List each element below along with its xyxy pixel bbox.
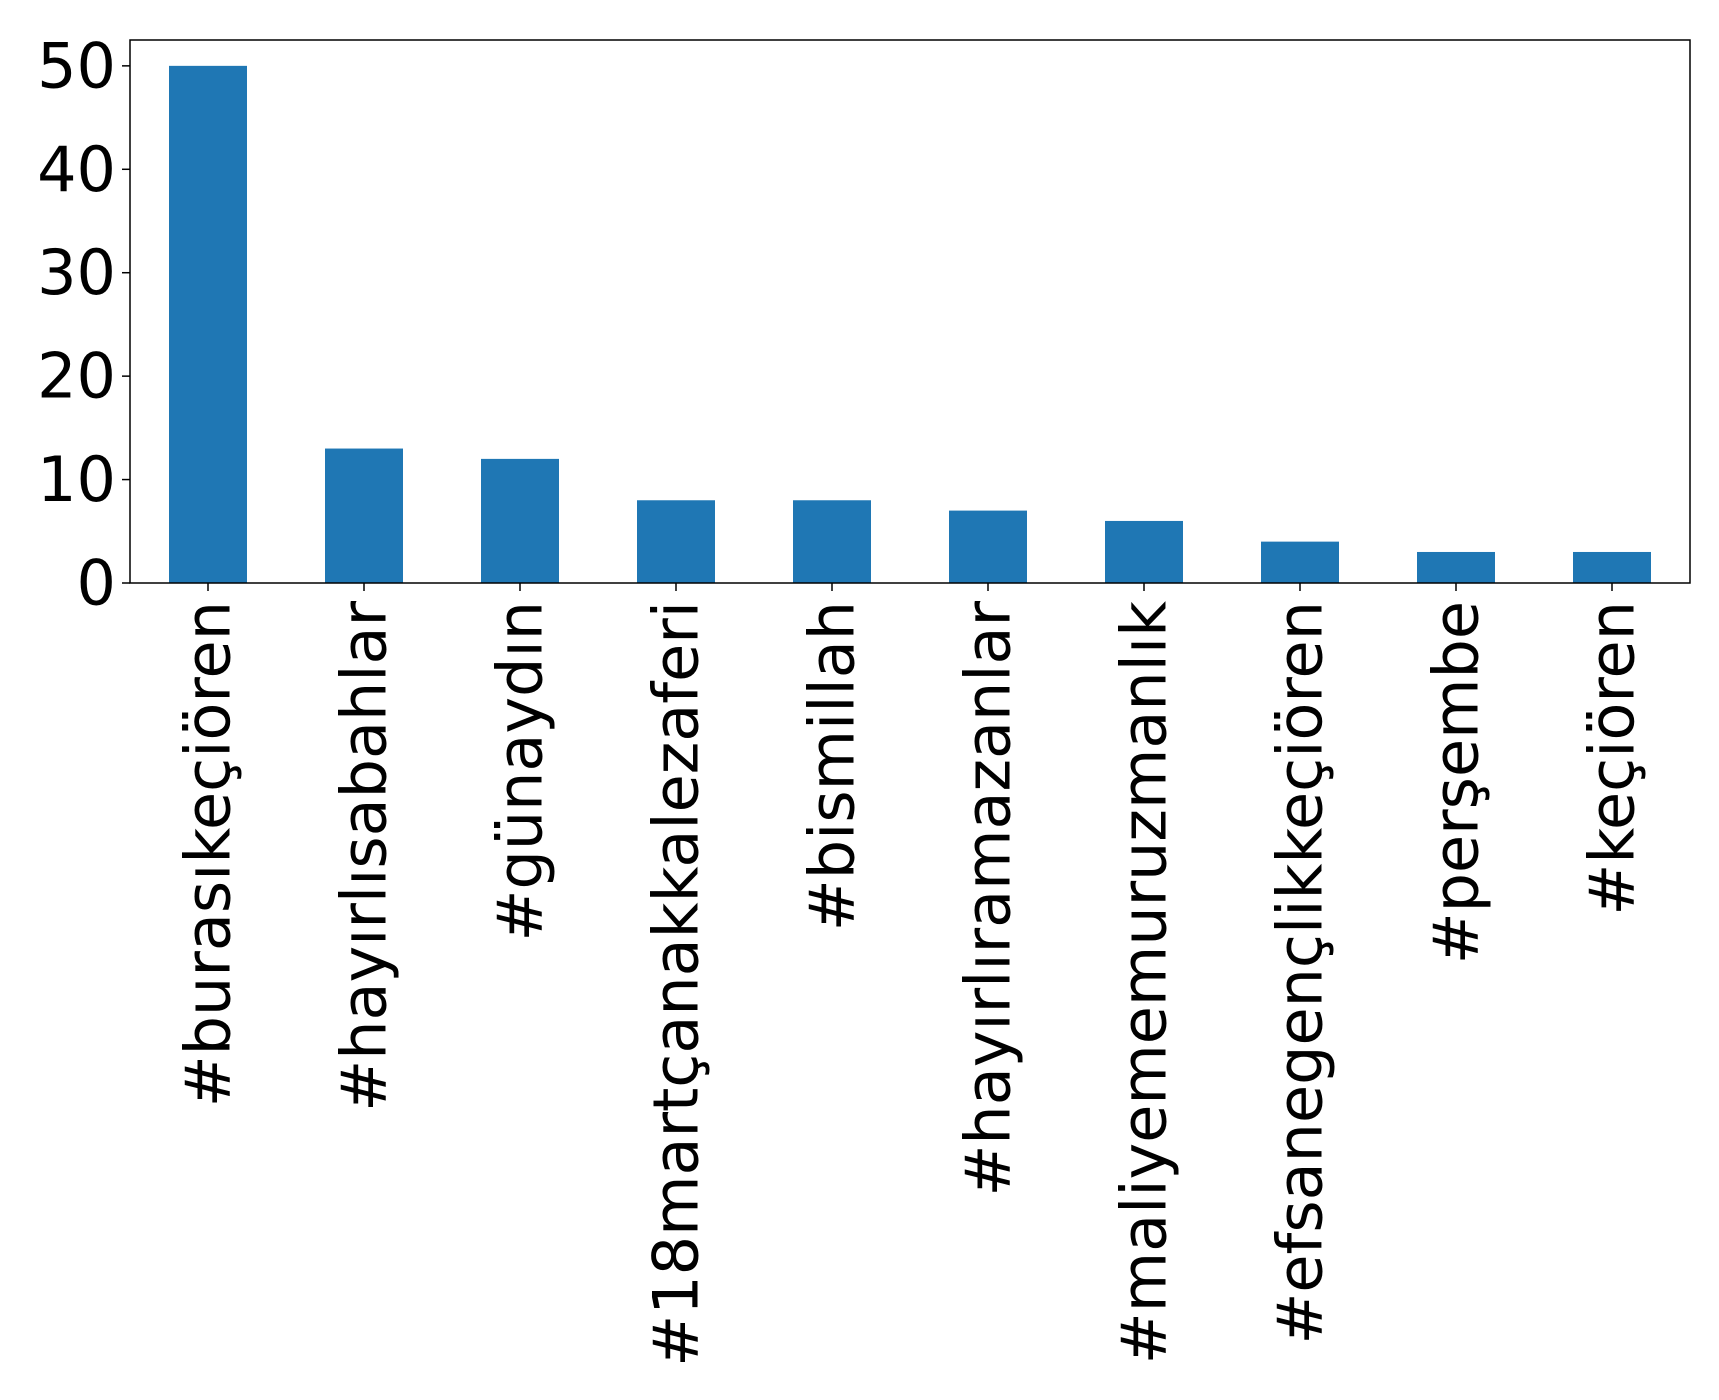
- bar: [1105, 520, 1183, 583]
- bar: [1417, 551, 1495, 583]
- bar: [637, 500, 715, 583]
- x-tick-label: #18martçanakkalezaferi: [640, 601, 713, 1367]
- x-tick-label: #burasıkeçiören: [172, 601, 245, 1107]
- x-tick-label: #perşembe: [1420, 601, 1493, 964]
- x-tick-label: #maliyememuruzmanlık: [1108, 601, 1181, 1364]
- y-tick-label: 20: [37, 340, 116, 413]
- bar: [1573, 551, 1651, 583]
- x-axis: #burasıkeçiören #hayırlısabahlar #günaydın…: [172, 583, 1649, 1367]
- bar: [949, 510, 1027, 583]
- bars-group: [169, 65, 1651, 584]
- x-tick-label: #keçiören: [1576, 601, 1649, 916]
- y-tick-label: 50: [37, 29, 116, 102]
- y-tick-label: 0: [77, 547, 116, 620]
- bar: [325, 448, 403, 583]
- bar: [169, 65, 247, 584]
- bar: [1261, 541, 1339, 583]
- y-axis: 0 10 20 30 40 50: [37, 29, 130, 620]
- bar: [481, 458, 559, 583]
- bar: [793, 500, 871, 583]
- y-tick-label: 10: [37, 443, 116, 516]
- x-tick-label: #efsanegençlikkeçiören: [1264, 601, 1337, 1345]
- x-tick-label: #bismillah: [796, 601, 869, 931]
- x-tick-label: #günaydın: [484, 601, 557, 941]
- plot-frame: [129, 39, 1691, 584]
- y-tick-label: 30: [37, 236, 116, 309]
- x-tick-label: #hayırlıramazanlar: [952, 600, 1025, 1196]
- y-tick-label: 40: [37, 133, 116, 206]
- x-tick-label: #hayırlısabahlar: [328, 600, 401, 1111]
